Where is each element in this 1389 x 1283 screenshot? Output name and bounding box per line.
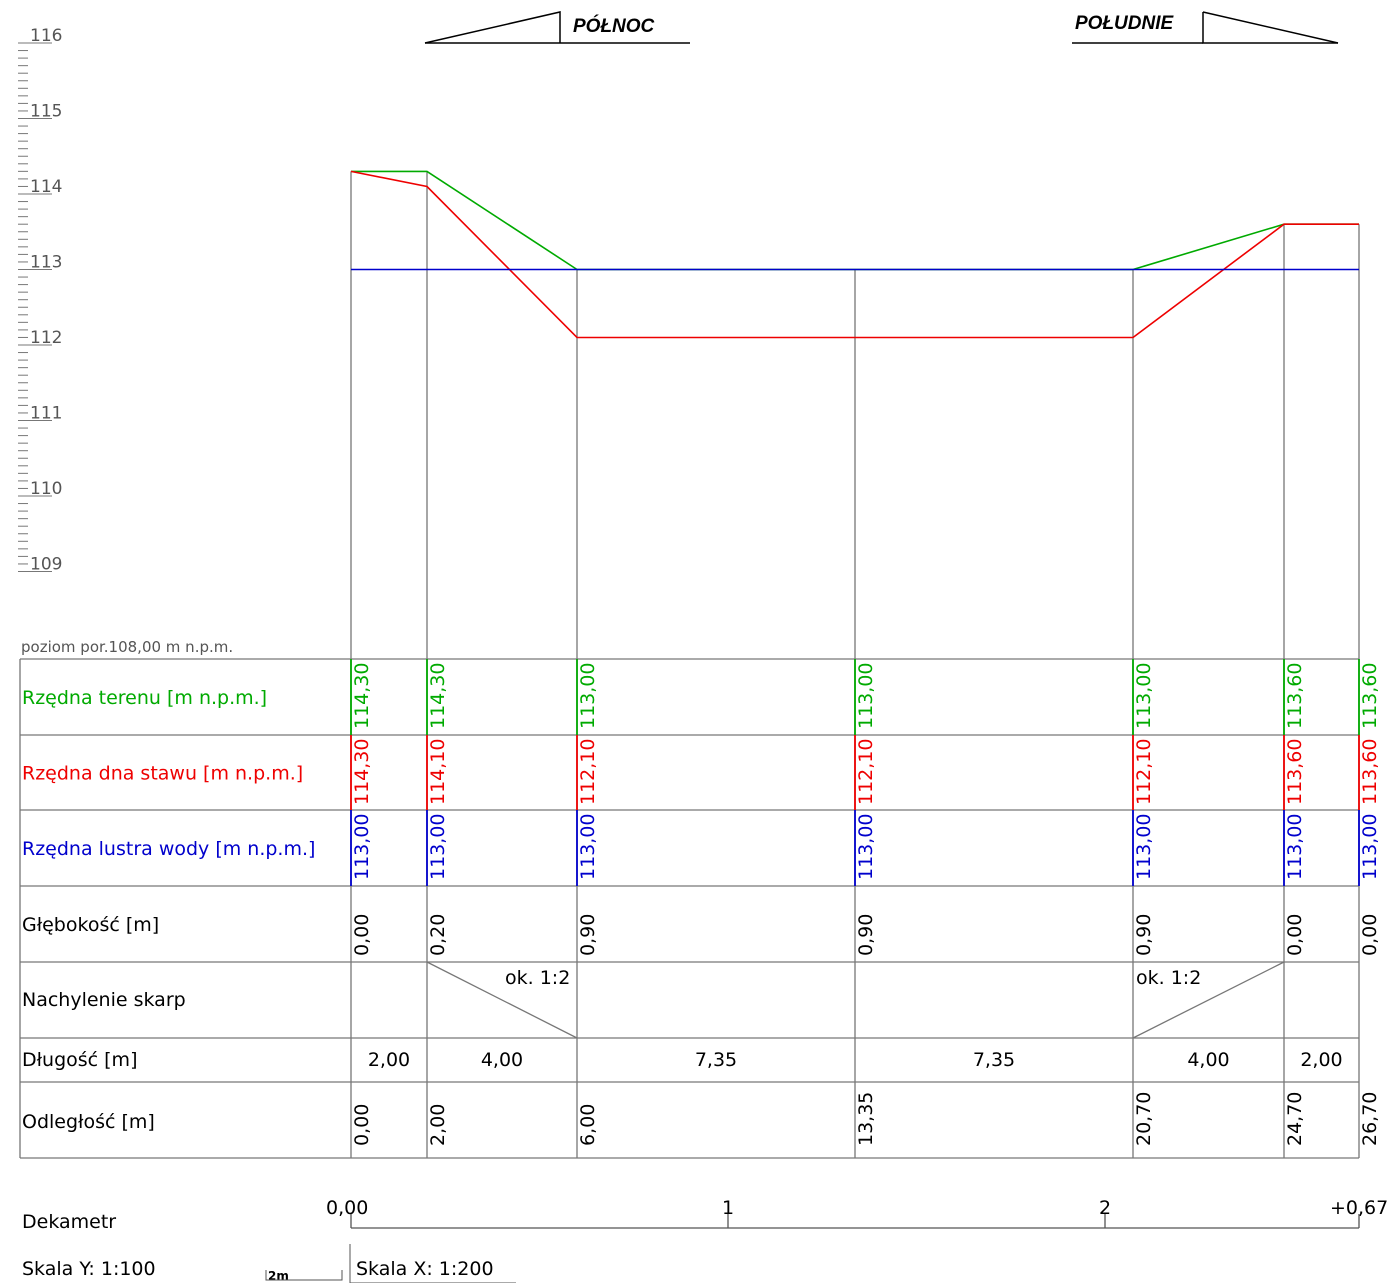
ruler-tick-label: 115 (30, 102, 62, 122)
table-row-label: Rzędna lustra wody [m n.p.m.] (22, 838, 315, 860)
elevation-ruler: 116 115 114 113 112 111 110 109 (18, 26, 62, 575)
length-value: 2,00 (368, 1049, 410, 1071)
table-cell-value: 113,00 (577, 663, 599, 729)
table-cell-value: 113,60 (1359, 739, 1381, 805)
table-cell-value: 112,10 (1133, 739, 1155, 805)
dekametr-end: +0,67 (1330, 1197, 1388, 1219)
table-cell-value: 0,00 (1284, 914, 1306, 956)
table-cell-value: 113,60 (1284, 663, 1306, 729)
slope-right-diagonal (1132, 961, 1285, 1039)
ruler-tick-label: 116 (30, 26, 62, 46)
length-value: 4,00 (1187, 1049, 1229, 1071)
distance-value: 0,00 (351, 1104, 373, 1146)
table-cell-value: 0,00 (351, 914, 373, 956)
dekametr-label: Dekametr (22, 1211, 116, 1233)
ruler-tick-label: 111 (30, 404, 62, 424)
length-value: 7,35 (973, 1049, 1015, 1071)
table-cell-value: 0,00 (1359, 914, 1381, 956)
table-cell-value: 113,00 (1284, 814, 1306, 880)
table-cell-value: 113,60 (1284, 739, 1306, 805)
table-cell-value: 113,00 (1359, 814, 1381, 880)
length-value: 2,00 (1300, 1049, 1342, 1071)
table-cell-value: 0,20 (427, 914, 449, 956)
profile-lines (350, 170, 1359, 339)
north-marker: PÓŁNOC (424, 11, 690, 44)
south-label: POŁUDNIE (1075, 13, 1175, 34)
distance-value: 20,70 (1133, 1092, 1155, 1146)
table-cell-value: 114,30 (427, 663, 449, 729)
ruler-tick-label: 114 (30, 177, 62, 197)
table-cell-value: 113,00 (351, 814, 373, 880)
table-cell-value: 114,10 (427, 739, 449, 805)
table-cell-value: 113,00 (577, 814, 599, 880)
table-cell-value: 0,90 (1133, 914, 1155, 956)
table-cell-value: 113,00 (855, 663, 877, 729)
table-cell-value: 113,00 (427, 814, 449, 880)
slope-row-label: Nachylenie skarp (22, 989, 186, 1011)
south-arrow-diagonal (1202, 11, 1339, 44)
distance-value: 2,00 (427, 1104, 449, 1146)
distance-row-label: Odległość [m] (22, 1111, 155, 1133)
length-row-label: Długość [m] (22, 1049, 137, 1071)
slope-left-diagonal (426, 961, 578, 1039)
length-value: 7,35 (695, 1049, 737, 1071)
north-arrow-icon (424, 11, 561, 44)
table-cell-value: 113,00 (855, 814, 877, 880)
table-cell-value: 0,90 (855, 914, 877, 956)
north-label: PÓŁNOC (573, 15, 655, 37)
dekametr-start: 0,00 (326, 1197, 368, 1219)
table-cell-value: 114,30 (351, 663, 373, 729)
table-row-label: Głębokość [m] (22, 914, 159, 936)
terrain-line (351, 170, 1359, 271)
ruler-tick-label: 109 (30, 555, 62, 575)
ruler-tick-label: 113 (30, 253, 62, 273)
distance-value: 6,00 (577, 1104, 599, 1146)
distance-value: 13,35 (855, 1092, 877, 1146)
scale-x-label: Skala X: 1:200 (356, 1258, 494, 1280)
length-value: 4,00 (481, 1049, 523, 1071)
distance-value: 26,70 (1359, 1092, 1381, 1146)
data-table: Nachylenie skarp Długość [m] Odległość [… (19, 658, 1381, 1159)
slope-left-value: ok. 1:2 (505, 967, 570, 989)
table-cell-value: 113,00 (1133, 663, 1155, 729)
table-row-label: Rzędna dna stawu [m n.p.m.] (22, 763, 303, 785)
table-cell-value: 114,30 (351, 739, 373, 805)
south-marker: POŁUDNIE (1072, 11, 1339, 44)
dekametr-tick-label: 2 (1099, 1197, 1111, 1219)
table-cell-value: 112,10 (855, 739, 877, 805)
scale-bar-label: 2m (268, 1269, 289, 1283)
slope-right-value: ok. 1:2 (1136, 967, 1201, 989)
scale-bar-icon (265, 1270, 343, 1281)
table-cell-value: 0,90 (577, 914, 599, 956)
table-row-label: Rzędna terenu [m n.p.m.] (22, 687, 267, 709)
distance-value: 24,70 (1284, 1092, 1306, 1146)
dekametr-tick-label: 1 (722, 1197, 734, 1219)
dekametr-scale: Dekametr 0,00 +0,67 1 2 (22, 1197, 1388, 1233)
table-cell-value: 112,10 (577, 739, 599, 805)
bottom-line (350, 170, 1359, 339)
ruler-tick-label: 110 (30, 479, 62, 499)
reference-level-label: poziom por.108,00 m n.p.m. (21, 638, 233, 656)
ruler-tick-label: 112 (30, 328, 62, 348)
scale-y-label: Skala Y: 1:100 (22, 1258, 156, 1280)
table-cell-value: 113,00 (1133, 814, 1155, 880)
table-cell-value: 113,60 (1359, 663, 1381, 729)
